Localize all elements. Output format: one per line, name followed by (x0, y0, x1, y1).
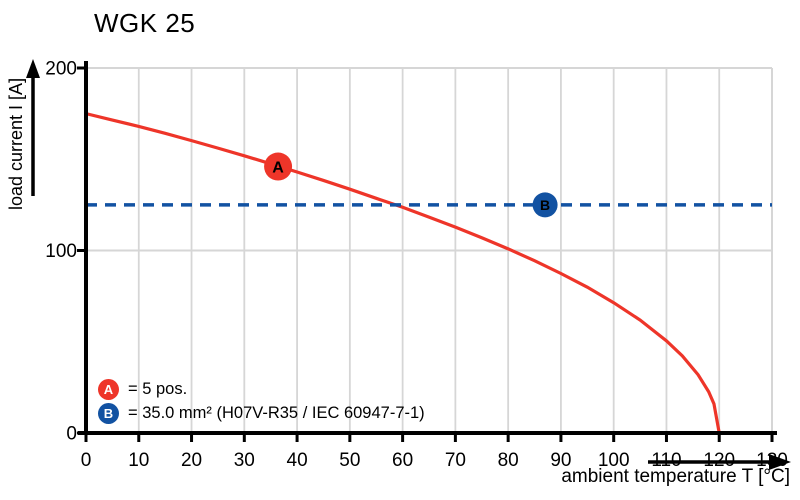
series-a-badge-icon: A (98, 378, 119, 400)
series-b-badge-icon: B (98, 402, 119, 424)
y-tick-label: 100 (45, 241, 77, 262)
y-axis-arrowhead-icon (26, 59, 40, 78)
marker-a (264, 152, 293, 181)
y-tick-label: 200 (45, 59, 77, 80)
x-axis-label: ambient temperature T [°C] (561, 466, 790, 487)
legend-item-series-b: B = 35.0 mm² (H07V-R35 / IEC 60947-7-1) (98, 401, 425, 425)
series-a-line (85, 112, 721, 434)
marker-a-letter: A (272, 159, 284, 176)
chart-legend: A = 5 pos. B = 35.0 mm² (H07V-R35 / IEC … (98, 377, 425, 425)
x-tick-label: 90 (550, 450, 571, 471)
x-tick-label: 40 (287, 450, 308, 471)
marker-b-letter: B (540, 197, 550, 213)
x-tick-label: 80 (498, 450, 519, 471)
page-title: WGK 25 (94, 8, 196, 38)
x-tick-label: 20 (181, 450, 202, 471)
x-tick-label: 30 (234, 450, 255, 471)
legend-label-series-a: = 5 pos. (128, 379, 188, 398)
legend-item-series-a: A = 5 pos. (98, 377, 425, 401)
x-tick-label: 0 (81, 450, 92, 471)
y-tick-label: 0 (66, 424, 77, 445)
x-tick-label: 60 (392, 450, 413, 471)
marker-b (532, 192, 558, 218)
x-tick-label: 70 (445, 450, 466, 471)
y-axis-label: load current I [A] (6, 77, 26, 210)
x-axis-arrowhead-icon (769, 454, 791, 470)
x-tick-label: 50 (339, 450, 360, 471)
x-tick-label: 100 (598, 450, 630, 471)
x-tick-label: 10 (128, 450, 149, 471)
legend-label-series-b: = 35.0 mm² (H07V-R35 / IEC 60947-7-1) (128, 403, 425, 422)
